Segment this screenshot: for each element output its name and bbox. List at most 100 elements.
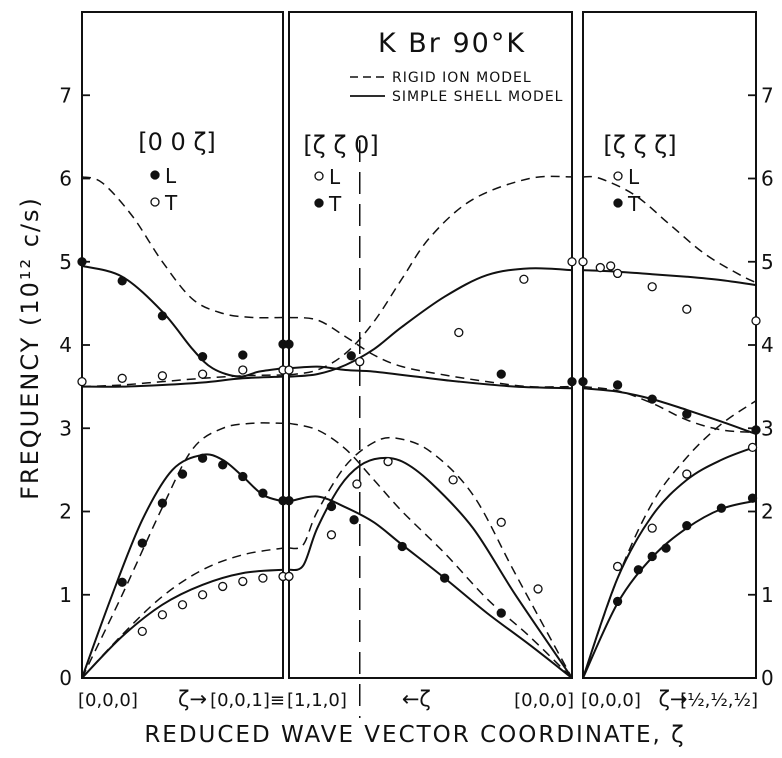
data-point-open [238,576,248,587]
zeta-arrow-label: ←ζ [402,687,431,711]
data-point-open [647,523,657,533]
shell-model-curve [81,375,284,388]
data-point-filled [238,350,248,360]
data-point-open [454,327,464,338]
legend-label-rigid-ion: RIGID ION MODEL [392,70,532,86]
y-tick-label-right: 0 [761,666,774,690]
legend-marker-open [613,171,623,181]
panel-p1: [0 0 ζ] LT [0,0,0] [0,0,1]≡ζ→ [77,11,288,711]
legend-marker-open [314,171,324,181]
data-point-filled [439,573,450,583]
y-tick-label-left: 3 [59,416,72,440]
shell-model-curve [582,387,757,436]
data-point-open [647,282,657,292]
y-tick-label-right: 1 [761,583,774,607]
rigid-ion-curve [81,374,284,388]
data-point-open [258,573,268,583]
legend-label-shell: SIMPLE SHELL MODEL [392,89,563,105]
data-point-open [612,268,623,279]
y-axis-title: FREQUENCY (10¹² c/s) [16,196,44,500]
x-tick-label: [0,0,0] [78,690,138,711]
data-point-filled [751,425,761,435]
y-tick-label-left: 1 [59,583,72,607]
data-point-filled [612,596,623,607]
data-point-filled [238,471,248,482]
y-tick-label-right: 3 [761,416,774,440]
panels: [0 0 ζ]LT[0,0,0] [0,0,1]≡ζ→[ζ ζ 0]LT[1,1,… [77,11,761,718]
data-point-filled [177,469,188,479]
legend-marker-open [150,197,160,207]
rigid-ion-curve [582,400,757,679]
rigid-ion-curve [288,316,573,388]
mode-label: L [165,164,177,188]
x-tick-label: [0,0,0] [581,690,641,711]
y-tick-label-right: 6 [761,167,774,191]
legend-marker-filled [314,198,324,208]
data-point-open [567,257,577,267]
data-point-filled [117,276,127,286]
shell-model-curve [288,267,573,378]
shell-model-curve [582,445,757,679]
data-point-filled [284,496,294,506]
shell-model-curve [582,499,757,679]
data-point-open [326,530,337,540]
data-point-filled [682,521,692,531]
chart-title: K Br 90°K [378,28,526,59]
data-point-open [238,365,248,375]
panel-p2: [ζ ζ 0] LT [1,1,0] [0,0,0] ←ζ [284,11,577,718]
data-point-open [77,376,87,387]
x-tick-label: [0,0,0] [514,690,574,711]
legend-marker-filled [613,198,623,208]
data-point-open [747,442,758,453]
data-point-filled [157,498,168,508]
x-tick-label: [1,1,0] [287,690,347,711]
data-point-open [284,365,294,375]
x-tick-label: [½,½,½] [680,690,758,711]
data-point-open [157,610,168,620]
data-point-filled [647,394,657,404]
y-tick-label-left: 5 [59,250,72,274]
data-point-filled [682,409,692,419]
direction-label: [ζ ζ ζ] [603,131,676,159]
panel-frame [288,11,573,679]
zeta-arrow-label: ζ→ [178,687,207,711]
data-point-filled [157,311,168,321]
data-point-filled [218,460,228,470]
data-point-open [533,584,543,594]
data-point-open [448,475,458,485]
data-point-open [157,371,168,381]
rigid-ion-curve [81,422,284,679]
data-point-filled [647,551,657,562]
data-point-filled [612,380,623,390]
mode-label: T [627,192,641,216]
panel-p3: [ζ ζ ζ] LT [0,0,0] [½,½,½]ζ→ [578,11,761,711]
data-point-filled [496,608,506,618]
mode-label: L [329,165,341,189]
data-point-filled [716,503,727,513]
data-point-open [177,600,188,610]
data-point-filled [197,352,208,362]
y-tick-label-right: 7 [761,83,774,107]
data-point-open [682,304,692,314]
shell-model-curve [81,453,284,679]
data-point-filled [258,488,268,498]
data-point-filled [284,339,294,349]
data-point-filled [137,538,147,548]
data-point-open [218,581,228,592]
data-point-filled [567,376,577,387]
shell-model-curve [288,365,573,390]
frequency-axes: 0 0 1 1 2 2 3 3 4 4 5 5 6 6 7 7 [59,83,773,690]
data-point-open [751,316,761,326]
shell-model-curve [288,456,573,679]
data-point-open [682,469,692,479]
mode-label: L [628,165,640,189]
data-point-open [578,257,588,267]
x-axis-title: REDUCED WAVE VECTOR COORDINATE, ζ [144,722,685,748]
data-point-open [137,626,147,637]
rigid-ion-curve [81,176,284,319]
data-point-open [383,456,393,467]
data-point-filled [747,493,758,503]
data-point-open [496,517,506,527]
shell-model-curve [288,495,573,679]
